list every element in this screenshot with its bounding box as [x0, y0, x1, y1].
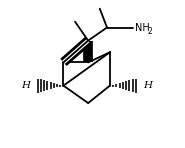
Text: 2: 2 — [147, 27, 152, 36]
Text: H: H — [143, 81, 152, 90]
Text: H: H — [21, 81, 30, 90]
Text: NH: NH — [135, 22, 149, 33]
